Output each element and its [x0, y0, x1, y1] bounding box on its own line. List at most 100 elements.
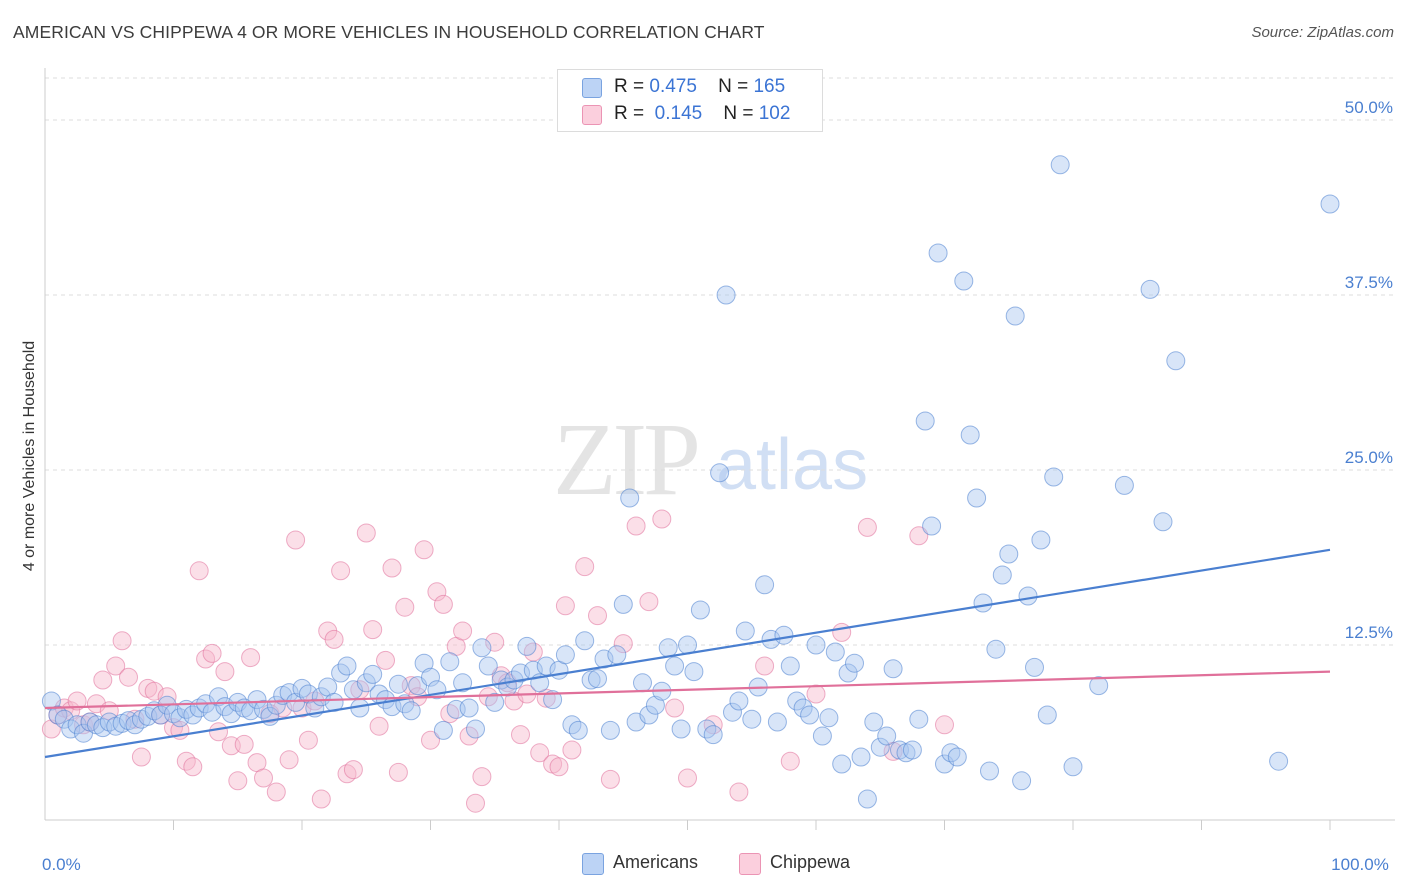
- data-point-americans: [684, 662, 704, 682]
- trend-line-chippewa: [44, 670, 1331, 710]
- n-value-americans: 165: [753, 76, 786, 97]
- data-point-chippewa: [144, 681, 164, 701]
- data-point-americans: [568, 720, 588, 740]
- data-point-americans: [536, 656, 556, 676]
- data-point-americans: [1153, 512, 1173, 532]
- data-point-americans: [973, 593, 993, 613]
- data-point-chippewa: [652, 509, 672, 529]
- data-point-americans: [1037, 705, 1057, 725]
- data-point-chippewa: [382, 558, 402, 578]
- data-point-americans: [658, 638, 678, 658]
- data-point-americans: [54, 709, 74, 729]
- data-point-americans: [1012, 771, 1032, 791]
- data-point-chippewa: [729, 782, 749, 802]
- data-point-chippewa: [466, 793, 485, 813]
- data-point-chippewa: [279, 750, 299, 770]
- data-point-americans: [922, 516, 942, 536]
- data-point-americans: [1269, 751, 1289, 771]
- data-point-americans: [838, 663, 858, 683]
- data-point-chippewa: [453, 621, 473, 641]
- n-label: N =: [718, 76, 749, 97]
- data-point-americans: [645, 695, 665, 715]
- data-point-americans: [986, 639, 1006, 659]
- data-point-chippewa: [183, 757, 203, 777]
- data-point-americans: [478, 656, 498, 676]
- data-point-americans: [665, 656, 685, 676]
- n-label: N =: [723, 103, 754, 124]
- data-point-chippewa: [234, 734, 254, 754]
- data-point-americans: [607, 645, 627, 665]
- data-point-americans: [755, 575, 775, 595]
- r-label: R =: [614, 76, 645, 97]
- data-point-chippewa: [832, 622, 852, 642]
- data-point-americans: [1114, 475, 1134, 495]
- data-point-americans: [594, 649, 614, 669]
- data-point-americans: [992, 565, 1012, 585]
- data-point-americans: [600, 720, 620, 740]
- data-point-chippewa: [665, 698, 685, 718]
- data-point-americans: [806, 635, 826, 655]
- data-point-chippewa: [472, 767, 492, 787]
- data-point-americans: [947, 747, 967, 767]
- data-point-americans: [588, 669, 607, 689]
- data-point-americans: [703, 725, 723, 745]
- y-tick-label: 12.5%: [1345, 623, 1393, 642]
- data-point-chippewa: [511, 725, 530, 745]
- data-point-chippewa: [780, 751, 800, 771]
- data-point-americans: [421, 667, 440, 687]
- data-point-chippewa: [555, 596, 575, 616]
- data-point-chippewa: [485, 632, 505, 652]
- data-point-chippewa: [639, 592, 659, 612]
- y-axis-label: 4 or more Vehicles in Household: [21, 340, 38, 572]
- data-point-americans: [633, 673, 652, 693]
- r-value-chippewa: 0.145: [654, 103, 703, 124]
- data-point-americans: [555, 645, 575, 665]
- data-point-chippewa: [266, 782, 286, 802]
- data-point-americans: [581, 670, 601, 690]
- watermark-zip: ZIP: [553, 402, 701, 517]
- data-point-chippewa: [433, 594, 453, 614]
- data-point-americans: [793, 698, 813, 718]
- data-point-americans: [459, 698, 479, 718]
- data-point-chippewa: [935, 715, 954, 735]
- data-point-americans: [401, 701, 421, 721]
- data-point-americans: [742, 709, 762, 729]
- data-point-chippewa: [106, 656, 126, 676]
- data-point-americans: [1089, 676, 1109, 696]
- data-point-chippewa: [254, 768, 273, 788]
- data-point-chippewa: [395, 597, 415, 617]
- data-point-chippewa: [93, 670, 113, 690]
- watermark-atlas: atlas: [716, 425, 869, 505]
- data-point-chippewa: [857, 517, 877, 537]
- y-tick-label: 37.5%: [1345, 273, 1393, 292]
- data-point-chippewa: [678, 768, 697, 788]
- stats-swatch-chippewa: [582, 105, 602, 125]
- data-point-chippewa: [388, 762, 408, 782]
- data-point-americans: [209, 687, 228, 707]
- data-point-chippewa: [588, 606, 607, 626]
- data-point-americans: [819, 708, 839, 728]
- data-point-americans: [825, 642, 845, 662]
- data-point-americans: [980, 761, 999, 781]
- stats-text-americans: R = 0.475 N = 165: [614, 76, 785, 98]
- data-point-americans: [671, 719, 691, 739]
- data-point-americans: [723, 702, 742, 722]
- legend-swatch-chippewa: [739, 853, 761, 875]
- data-point-chippewa: [376, 650, 395, 670]
- legend-label-americans: Americans: [613, 852, 699, 872]
- trend-line-americans: [44, 548, 1331, 759]
- data-point-americans: [735, 621, 755, 641]
- data-point-americans: [710, 463, 730, 483]
- data-point-chippewa: [613, 634, 633, 654]
- x-tick-label: 0.0%: [42, 855, 81, 874]
- data-point-americans: [337, 656, 357, 676]
- data-point-chippewa: [600, 769, 620, 789]
- data-point-americans: [620, 488, 640, 508]
- legend-swatch-americans: [582, 853, 604, 875]
- data-point-americans: [41, 691, 61, 711]
- data-point-chippewa: [575, 557, 595, 577]
- data-point-chippewa: [298, 730, 318, 750]
- data-point-americans: [543, 690, 563, 710]
- data-point-americans: [1025, 657, 1044, 677]
- data-point-americans: [1320, 194, 1340, 214]
